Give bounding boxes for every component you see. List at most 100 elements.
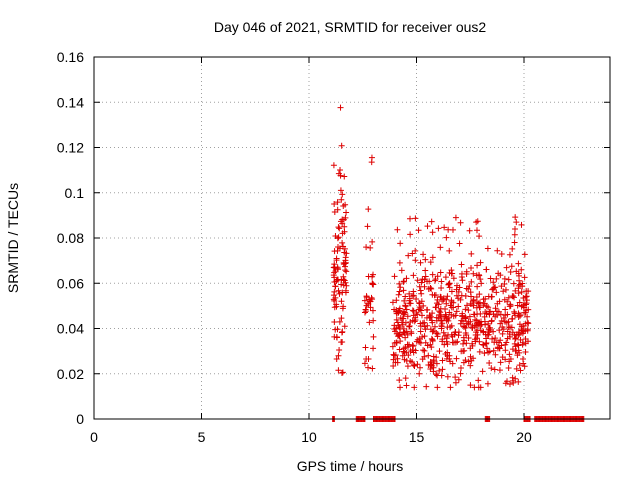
data-point xyxy=(465,307,472,314)
data-point xyxy=(517,367,524,374)
data-point xyxy=(417,328,424,335)
data-point xyxy=(513,219,520,226)
data-point xyxy=(466,313,473,320)
y-tick-label: 0.02 xyxy=(57,366,84,382)
data-point xyxy=(343,250,350,257)
data-point xyxy=(421,283,428,290)
data-point xyxy=(504,328,511,335)
data-point xyxy=(397,284,404,291)
data-point xyxy=(458,292,465,299)
data-point xyxy=(418,298,425,305)
data-point xyxy=(496,367,503,374)
y-tick-label: 0.14 xyxy=(57,94,84,110)
data-point xyxy=(442,274,449,281)
data-point xyxy=(458,261,465,268)
data-point xyxy=(365,206,372,213)
y-tick-label: 0 xyxy=(76,411,84,427)
data-point xyxy=(523,288,530,295)
data-point xyxy=(481,350,488,357)
data-point xyxy=(420,347,427,354)
data-point xyxy=(507,268,514,275)
data-point xyxy=(512,214,519,221)
data-point xyxy=(429,271,436,278)
data-point xyxy=(401,297,408,304)
data-point xyxy=(393,297,400,304)
data-point xyxy=(463,285,470,292)
data-point xyxy=(427,359,434,366)
data-point xyxy=(515,260,522,267)
data-point xyxy=(487,275,494,282)
data-point xyxy=(518,288,525,295)
data-point xyxy=(393,325,400,332)
data-point xyxy=(445,281,452,288)
data-point xyxy=(477,310,484,317)
data-point xyxy=(435,225,442,232)
data-point xyxy=(410,312,417,319)
data-point xyxy=(335,224,342,231)
data-point xyxy=(510,293,517,300)
data-point xyxy=(332,283,339,290)
data-point xyxy=(474,283,481,290)
data-point xyxy=(439,357,446,364)
data-point xyxy=(479,368,486,375)
data-point xyxy=(331,288,338,295)
data-point xyxy=(434,333,441,340)
data-point xyxy=(339,230,346,237)
data-point xyxy=(369,238,376,245)
data-point xyxy=(412,257,419,264)
data-point xyxy=(482,340,489,347)
data-point xyxy=(339,369,346,376)
data-point xyxy=(370,271,377,278)
data-point xyxy=(487,308,494,315)
data-point xyxy=(489,335,496,342)
data-point xyxy=(418,279,425,286)
data-point xyxy=(505,365,512,372)
data-point xyxy=(497,359,504,366)
data-point xyxy=(471,384,478,391)
data-point xyxy=(444,349,451,356)
data-point xyxy=(400,278,407,285)
data-point xyxy=(341,223,348,230)
data-point xyxy=(422,326,429,333)
data-point xyxy=(446,247,453,254)
data-point xyxy=(523,293,530,300)
data-point xyxy=(474,331,481,338)
data-point xyxy=(424,342,431,349)
data-point xyxy=(402,319,409,326)
data-point xyxy=(394,333,401,340)
data-point xyxy=(427,259,434,266)
data-point xyxy=(441,224,448,231)
data-point xyxy=(340,216,347,223)
data-point xyxy=(484,380,491,387)
data-point xyxy=(516,321,523,328)
data-point xyxy=(428,335,435,342)
data-point xyxy=(504,378,511,385)
data-point xyxy=(510,379,517,386)
data-point xyxy=(335,234,342,241)
data-point xyxy=(340,276,347,283)
data-point xyxy=(471,311,478,318)
data-point xyxy=(406,300,413,307)
data-point xyxy=(461,337,468,344)
data-point xyxy=(340,202,347,209)
data-point xyxy=(421,323,428,330)
data-point xyxy=(365,296,372,303)
data-point xyxy=(489,286,496,293)
data-point xyxy=(439,366,446,373)
data-point xyxy=(331,264,338,271)
data-point xyxy=(497,272,504,279)
data-point xyxy=(412,247,419,254)
data-point xyxy=(422,267,429,274)
data-point xyxy=(444,373,451,380)
data-point xyxy=(343,268,350,275)
data-point xyxy=(473,219,480,226)
data-point xyxy=(511,225,518,232)
data-point xyxy=(502,356,509,363)
data-point xyxy=(332,326,339,333)
data-point xyxy=(407,231,414,238)
data-point xyxy=(428,285,435,292)
data-point xyxy=(520,294,527,301)
data-point xyxy=(417,259,424,266)
data-point xyxy=(332,232,339,239)
data-point xyxy=(477,276,484,283)
